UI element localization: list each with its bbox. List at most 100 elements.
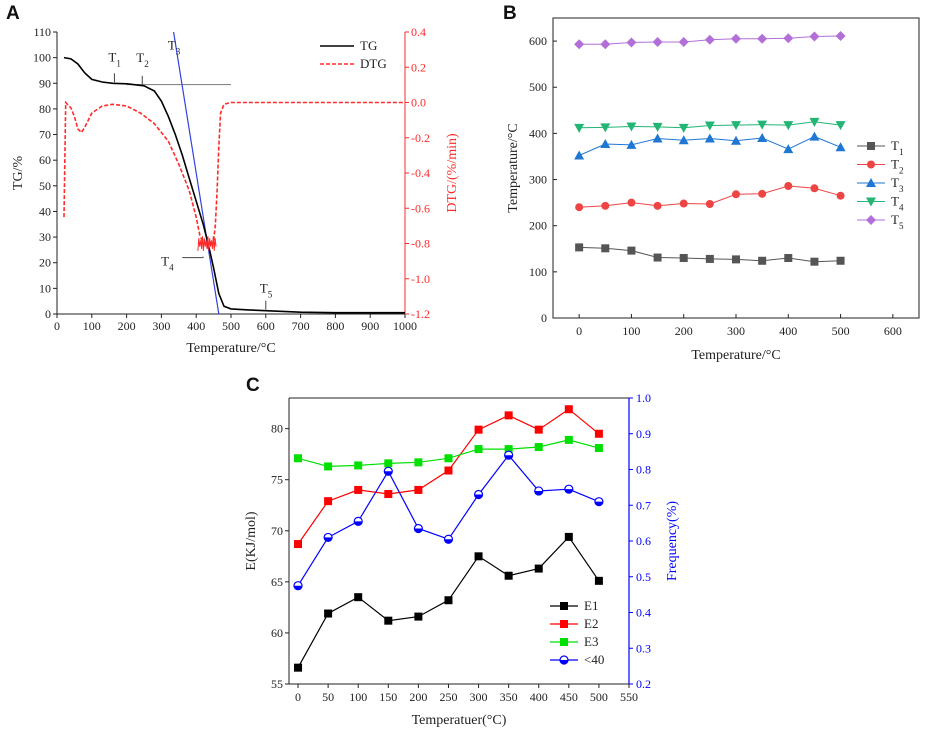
panel-a-x-tick-label: 500	[222, 319, 240, 333]
panel-c-point-e2	[594, 429, 603, 438]
panel-b-y-tick-label: 400	[529, 126, 547, 140]
panel-c-point-e2	[504, 411, 513, 420]
panel-c-point-e2	[564, 405, 573, 414]
panel-c-point-e2	[384, 490, 393, 499]
panel-c-point-e3	[354, 461, 363, 470]
panel-c-point-e1	[414, 612, 423, 621]
panel-b-point-t5	[626, 37, 637, 48]
panel-c-point-lt40	[564, 484, 574, 494]
panel-b-y-tick-label: 600	[529, 34, 547, 48]
panel-c-point-lt40-fill	[504, 455, 513, 460]
panel-c-point-e3	[534, 443, 543, 452]
panel-a-x-tick-label: 200	[118, 319, 136, 333]
panel-c-point-lt40-fill	[474, 494, 483, 499]
panel-c-point-e1	[444, 596, 453, 605]
panel-c-legend-label-e1: E1	[584, 598, 598, 613]
panel-a-x-tick-label: 400	[187, 319, 205, 333]
panel-c-point-lt40	[413, 523, 423, 534]
panel-c-point-e2	[534, 425, 543, 434]
panel-c-point-lt40	[323, 532, 333, 543]
panel-c-point-lt40-fill	[414, 528, 423, 533]
panel-b-point-t5	[678, 37, 689, 47]
panel-b-y-tick-label: 200	[529, 219, 547, 233]
panel-b-legend-label-t3: T3	[891, 175, 904, 194]
panel-c-point-lt40-fill	[324, 537, 333, 542]
panel-b-legend-marker-t5	[866, 215, 876, 225]
panel-c-point-e2	[354, 485, 363, 494]
panel-a-y2-tick-label: -0.2	[411, 131, 430, 145]
panel-c-point-e3	[504, 445, 513, 454]
panel-b-legend-label-t4: T4	[891, 194, 904, 213]
panel-c-point-lt40-fill	[594, 501, 603, 506]
panel-c-point-e3	[414, 458, 423, 467]
panel-c-point-lt40-fill	[354, 521, 363, 526]
panel-b-point-t1	[705, 254, 714, 263]
panel-b-legend-marker-t3	[866, 178, 876, 187]
panel-b-point-t4	[600, 123, 611, 133]
panel-a-legend-label-dtg: DTG	[360, 56, 387, 71]
panel-b-point-t3	[731, 135, 741, 145]
panel-c-point-e3	[324, 462, 333, 471]
panel-b-point-t1	[758, 256, 767, 265]
panel-b-point-t1	[679, 254, 688, 262]
panel-a-legend-label-tg: TG	[360, 38, 377, 53]
panel-c-point-e2	[324, 497, 333, 506]
panel-c-chart: 0 50 100 150 200 250 300 350 400 450 500 550 55 60 65 7…	[244, 391, 680, 728]
panel-c-point-e3	[474, 445, 483, 454]
panel-c-legend-marker-e3	[560, 638, 568, 646]
panel-c-point-e2	[474, 425, 483, 434]
panel-a-annotation-t2: T2	[136, 50, 148, 69]
panel-a-y-tick-label: 60	[39, 153, 51, 167]
panel-b-point-t2	[836, 191, 845, 200]
panel-b-x-label: Temperature/°C	[691, 348, 780, 363]
panel-b-point-t2	[732, 190, 740, 199]
panel-c-x-tick-label: 50	[322, 690, 334, 704]
panel-c-y-tick-label: 55	[271, 677, 283, 691]
panel-b-point-t3	[626, 139, 637, 149]
panel-b-point-t3	[757, 133, 768, 142]
panel-c-y-tick-label: 70	[271, 524, 283, 538]
panel-c-point-lt40	[473, 489, 484, 500]
panel-b-point-t1	[601, 244, 610, 253]
panel-b-point-t3	[783, 144, 794, 154]
panel-c-y-tick-label: 80	[271, 422, 283, 436]
panel-b-x-tick-label: 600	[884, 324, 902, 338]
panel-c-point-e3	[444, 454, 453, 463]
panel-letter-a: A	[6, 3, 20, 24]
panel-c-y2-tick-label: 0.9	[636, 427, 651, 441]
panel-c-legend-marker-lt40-fill	[560, 660, 568, 664]
panel-c-x-tick-label: 300	[470, 690, 488, 704]
panel-c-point-e1	[354, 593, 363, 602]
panel-b-legend-marker-t1	[867, 142, 875, 150]
panel-a-y-tick-label: 10	[39, 281, 51, 295]
panel-b-point-t2	[758, 189, 767, 198]
panel-c-x-tick-label: 500	[590, 690, 608, 704]
panel-b-point-t5	[757, 33, 768, 44]
panel-c-point-e1	[324, 609, 333, 618]
panel-a-dtg-noise	[197, 236, 217, 251]
panel-c-legend-label-e3: E3	[584, 634, 598, 649]
panel-b-point-t1	[575, 243, 584, 252]
panel-c-x-tick-label: 350	[500, 690, 518, 704]
panel-c-point-lt40-fill	[564, 489, 573, 494]
panel-b-x-tick-label: 100	[622, 324, 640, 338]
panel-b-point-t4	[652, 122, 663, 132]
panel-c-y2-tick-label: 0.7	[636, 498, 651, 512]
panel-c-point-e1	[594, 576, 603, 585]
panel-b-point-t2	[705, 200, 714, 208]
panel-c-legend-marker-lt40	[559, 655, 569, 665]
panel-a-series-dtg	[63, 100, 405, 245]
panel-c-point-lt40	[534, 486, 544, 496]
panel-b-point-t4	[704, 121, 715, 131]
panel-c-x-tick-label: 150	[379, 690, 397, 704]
panel-b-point-t5	[731, 33, 741, 44]
panel-a-x-tick-label: 100	[83, 319, 101, 333]
panel-b-frame	[552, 17, 920, 319]
panel-letter-c: C	[246, 375, 260, 396]
panel-b-point-t3	[809, 131, 820, 141]
panel-c-x-label: Temperatuer(°C)	[412, 713, 507, 728]
panel-b-point-t1	[810, 257, 819, 266]
panel-b-point-t4	[626, 122, 637, 132]
panel-b-point-t4	[809, 117, 820, 127]
panel-a-y2-tick-label: -0.6	[411, 201, 430, 215]
